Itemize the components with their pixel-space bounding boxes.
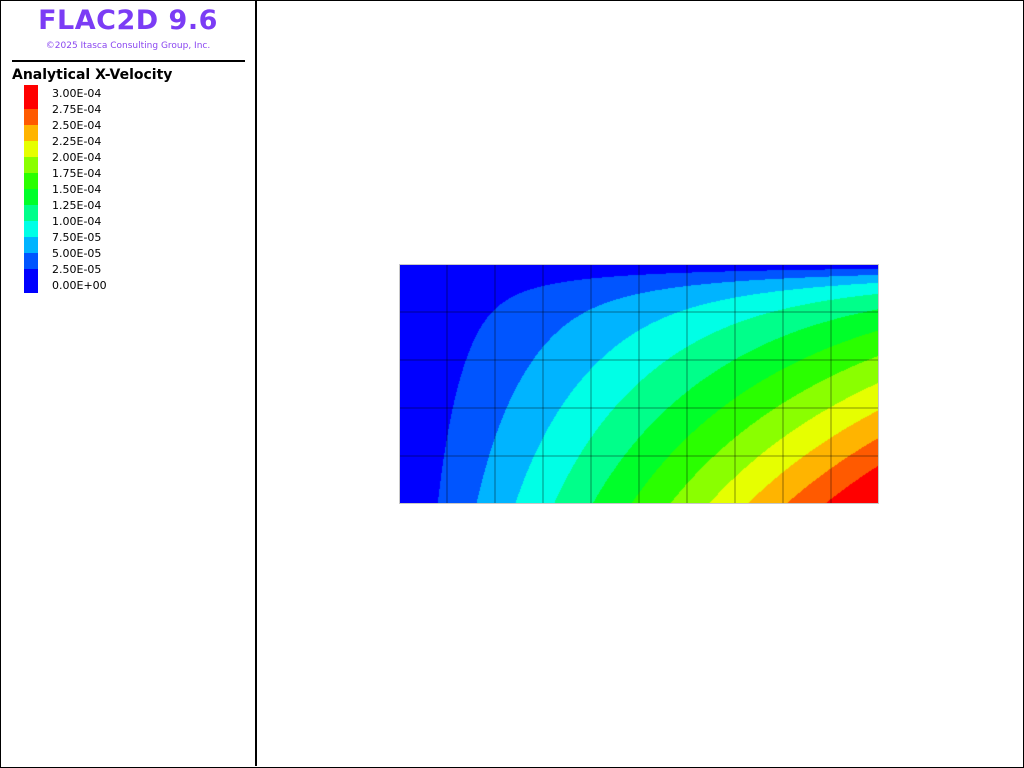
legend-labels: 3.00E-04 2.75E-04 2.50E-04 2.25E-04 2.00E-04… xyxy=(52,86,107,294)
divider xyxy=(12,60,245,62)
contour-plot[interactable] xyxy=(399,264,879,504)
app-title: FLAC2D 9.6 xyxy=(38,5,218,36)
legend-label: 7.50E-05 xyxy=(52,231,102,244)
legend-label: 2.75E-04 xyxy=(52,103,102,116)
legend-color-bar xyxy=(24,85,38,293)
legend-swatch xyxy=(24,237,38,253)
legend-swatch xyxy=(24,141,38,157)
legend-swatch xyxy=(24,109,38,125)
legend-label: 0.00E+00 xyxy=(52,279,107,292)
copyright-text: ©2025 Itasca Consulting Group, Inc. xyxy=(45,41,211,51)
legend-label: 1.00E-04 xyxy=(52,215,102,228)
legend-label: 3.00E-04 xyxy=(52,87,102,100)
legend-label: 5.00E-05 xyxy=(52,247,102,260)
legend-swatch xyxy=(24,221,38,237)
legend-label: 1.75E-04 xyxy=(52,167,102,180)
legend-label: 2.50E-04 xyxy=(52,119,102,132)
legend-label: 2.25E-04 xyxy=(52,135,102,148)
legend-panel: FLAC2D 9.6 ©2025 Itasca Consulting Group… xyxy=(1,1,257,766)
legend-label: 2.50E-05 xyxy=(52,263,102,276)
legend-swatch xyxy=(24,269,38,293)
legend-label: 1.50E-04 xyxy=(52,183,102,196)
legend-swatch xyxy=(24,125,38,141)
mesh-boundary xyxy=(399,264,879,504)
legend-swatch xyxy=(24,157,38,173)
legend-title: Analytical X-Velocity xyxy=(12,67,173,83)
legend-swatch xyxy=(24,189,38,205)
legend-swatch xyxy=(24,253,38,269)
legend-swatch xyxy=(24,85,38,109)
legend-label: 1.25E-04 xyxy=(52,199,102,212)
legend-swatch xyxy=(24,173,38,189)
legend-swatch xyxy=(24,205,38,221)
mesh-grid xyxy=(399,264,879,504)
legend-label: 2.00E-04 xyxy=(52,151,102,164)
